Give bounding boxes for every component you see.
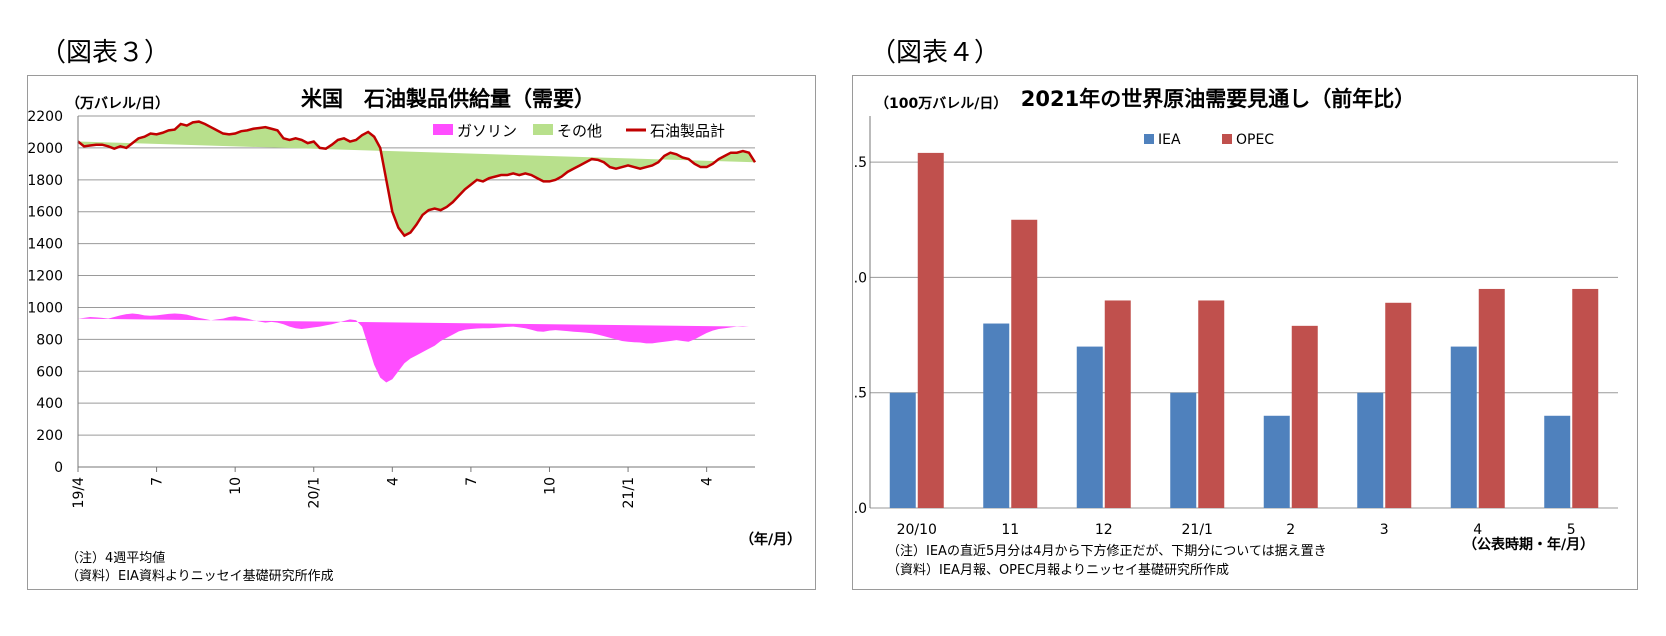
y-tick-label: 1600 [28, 205, 63, 221]
legend-swatch [1144, 134, 1154, 144]
x-tick-label: 4 [385, 477, 401, 486]
legend-swatch [1222, 134, 1232, 144]
x-axis-unit-label: （公表時期・年/月） [1463, 536, 1594, 553]
y-tick-label: 5.5 [853, 386, 867, 402]
opec-bar [1572, 288, 1599, 508]
x-tick-label: 3 [1380, 522, 1389, 538]
x-tick-label: 5 [1567, 522, 1576, 538]
iea-bar [889, 392, 916, 508]
chart-panel-us-supply: 米国 石油製品供給量（需要） （万バレル/日） （年/月） （注）4週平均値 （… [27, 75, 816, 590]
x-tick-label: 21/1 [621, 477, 637, 508]
y-axis-unit-label: （万バレル/日） [66, 96, 169, 112]
opec-bar [1385, 302, 1412, 508]
chart-panel-world-demand: 2021年の世界原油需要見通し（前年比） （100万バレル/日） （公表時期・年… [845, 75, 1638, 590]
iea-bar [983, 323, 1010, 508]
legend-swatch [533, 124, 553, 135]
x-tick-label: 12 [1095, 522, 1113, 538]
y-tick-label: 400 [36, 396, 63, 412]
legend-swatch [433, 124, 453, 135]
legend-label: OPEC [1236, 132, 1274, 148]
y-tick-label: 1000 [28, 300, 63, 316]
y-tick-label: 6.0 [853, 270, 867, 286]
x-tick-label: 10 [228, 477, 244, 495]
iea-bar [1450, 346, 1477, 508]
figure-4-label: （図表４） [870, 38, 1001, 68]
x-tick-label: 7 [150, 477, 166, 486]
iea-bar [1544, 415, 1571, 508]
note-line: （注）IEAの直近5月分は4月から下方修正だが、下期分については据え置き [887, 543, 1327, 559]
x-tick-label: 4 [1473, 522, 1482, 538]
y-tick-label: 1400 [28, 237, 63, 253]
opec-bar [1198, 300, 1225, 508]
iea-bar [1357, 392, 1384, 508]
x-tick-label: 11 [1001, 522, 1019, 538]
y-tick-label: 800 [36, 332, 63, 348]
y-tick-label: 1200 [28, 269, 63, 285]
x-tick-label: 4 [700, 477, 716, 486]
y-tick-label: 2200 [28, 109, 63, 125]
x-axis-unit-label: （年/月） [740, 531, 801, 548]
total-products-line [77, 120, 757, 238]
y-tick-label: 200 [36, 428, 63, 444]
iea-bar [1263, 415, 1290, 508]
chart-title: 米国 石油製品供給量（需要） [301, 87, 595, 111]
iea-bar [1076, 346, 1103, 508]
source-line: （資料）IEA月報、OPEC月報よりニッセイ基礎研究所作成 [887, 563, 1229, 578]
note-line: （注）4週平均値 [66, 550, 165, 566]
y-tick-label: 600 [36, 364, 63, 380]
legend-label: 石油製品計 [650, 122, 725, 140]
x-tick-label: 19/4 [71, 477, 87, 509]
legend-label: ガソリン [457, 122, 517, 140]
us-supply-chart: 米国 石油製品供給量（需要） （万バレル/日） （年/月） （注）4週平均値 （… [27, 87, 801, 584]
source-line: （資料）EIA資料よりニッセイ基礎研究所作成 [66, 569, 334, 584]
y-tick-label: 1800 [28, 173, 63, 189]
world-demand-chart: 2021年の世界原油需要見通し（前年比） （100万バレル/日） （公表時期・年… [845, 87, 1618, 578]
x-tick-label: 20/1 [307, 477, 323, 508]
y-tick-label: 5.0 [853, 501, 867, 517]
opec-bar [917, 152, 944, 509]
iea-bar [1170, 392, 1197, 508]
y-tick-label: 0 [54, 460, 63, 476]
figure-3-label: （図表３） [40, 38, 171, 68]
legend-label: IEA [1158, 132, 1181, 148]
y-tick-label: 2000 [28, 141, 63, 157]
opec-bar [1478, 288, 1505, 508]
opec-bar [1104, 300, 1131, 508]
x-tick-label: 10 [542, 477, 558, 495]
x-tick-label: 20/10 [897, 522, 937, 538]
other-products-area [78, 121, 755, 236]
y-axis-unit-label: （100万バレル/日） [875, 96, 1007, 112]
gasoline-area [78, 313, 749, 383]
opec-bar [1291, 325, 1318, 508]
x-tick-label: 21/1 [1182, 522, 1213, 538]
opec-bar [1011, 219, 1038, 508]
y-tick-label: 6.5 [853, 155, 867, 171]
x-tick-label: 2 [1286, 522, 1295, 538]
legend-label: その他 [557, 122, 602, 140]
x-tick-label: 7 [464, 477, 480, 486]
chart-title: 2021年の世界原油需要見通し（前年比） [1021, 87, 1415, 111]
